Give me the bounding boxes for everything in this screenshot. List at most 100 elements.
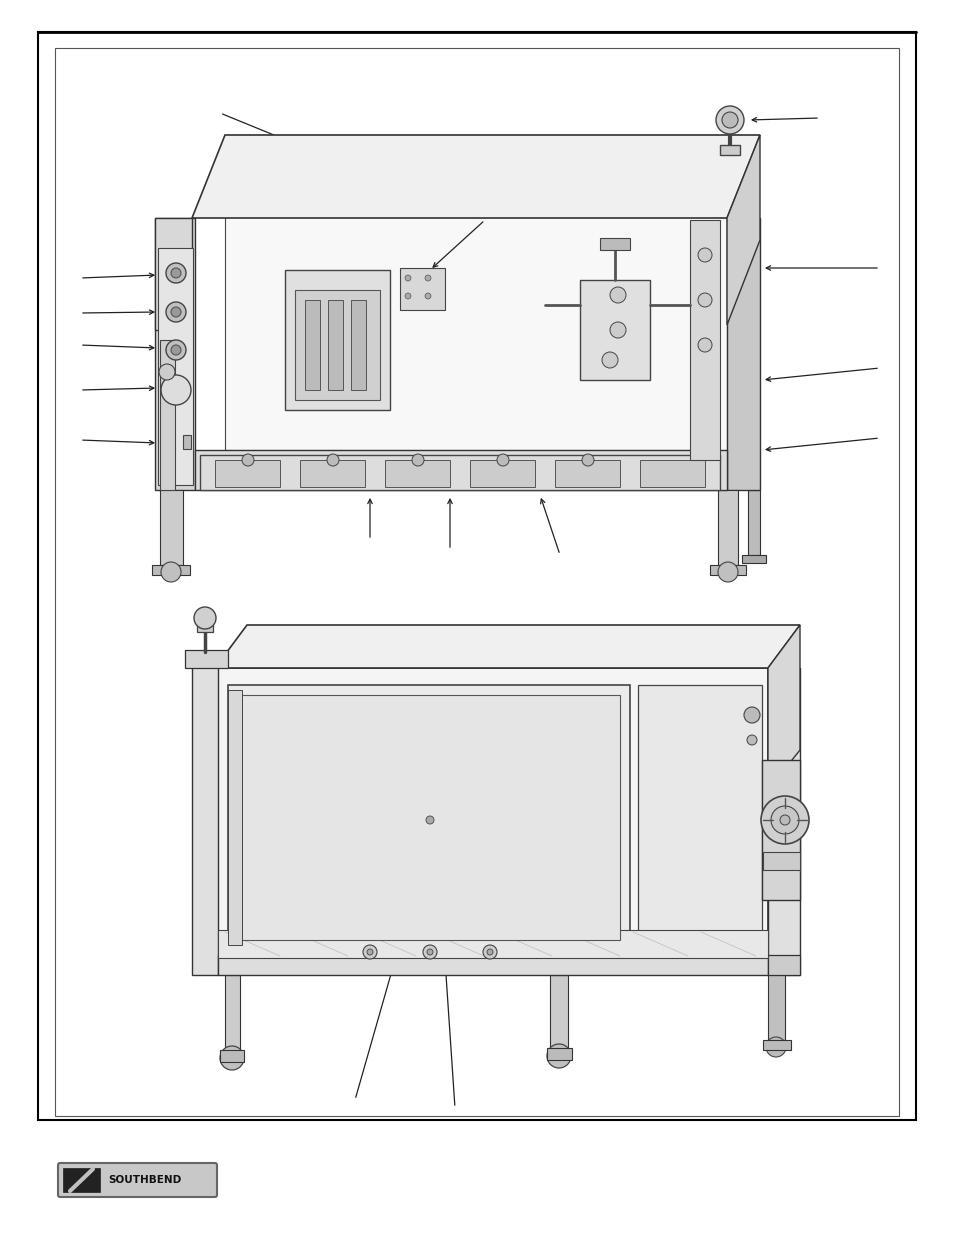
Circle shape	[721, 112, 738, 128]
Polygon shape	[470, 459, 535, 487]
Text: SOUTHBEND: SOUTHBEND	[108, 1174, 181, 1186]
Polygon shape	[767, 625, 800, 790]
Bar	[55, 48, 898, 1116]
Circle shape	[743, 706, 760, 722]
Circle shape	[166, 340, 186, 359]
Bar	[38, 32, 915, 1120]
Circle shape	[760, 797, 808, 844]
Polygon shape	[555, 459, 619, 487]
Circle shape	[698, 293, 711, 308]
Circle shape	[367, 948, 373, 955]
Circle shape	[405, 293, 411, 299]
Polygon shape	[718, 490, 738, 564]
Circle shape	[424, 293, 431, 299]
Polygon shape	[214, 459, 280, 487]
Polygon shape	[546, 1049, 572, 1060]
Circle shape	[426, 816, 434, 824]
Circle shape	[161, 562, 181, 582]
Circle shape	[609, 322, 625, 338]
FancyBboxPatch shape	[58, 1163, 216, 1197]
Circle shape	[171, 268, 181, 278]
Polygon shape	[220, 1050, 244, 1062]
Circle shape	[718, 562, 738, 582]
Polygon shape	[192, 135, 760, 219]
Circle shape	[427, 948, 433, 955]
Circle shape	[486, 948, 493, 955]
Circle shape	[166, 263, 186, 283]
Polygon shape	[214, 625, 800, 668]
Polygon shape	[225, 974, 240, 1050]
Polygon shape	[689, 220, 720, 459]
Polygon shape	[237, 695, 619, 940]
Circle shape	[698, 338, 711, 352]
Circle shape	[327, 454, 338, 466]
Polygon shape	[747, 490, 760, 555]
Polygon shape	[767, 974, 784, 1040]
Circle shape	[497, 454, 509, 466]
Circle shape	[422, 945, 436, 960]
Polygon shape	[599, 238, 629, 249]
Polygon shape	[720, 144, 740, 156]
Polygon shape	[741, 555, 765, 563]
Circle shape	[716, 106, 743, 135]
Polygon shape	[152, 564, 190, 576]
Circle shape	[765, 1037, 785, 1057]
Circle shape	[161, 375, 191, 405]
Polygon shape	[192, 659, 218, 974]
Circle shape	[171, 345, 181, 354]
Polygon shape	[762, 1040, 790, 1050]
Circle shape	[363, 945, 376, 960]
Polygon shape	[218, 955, 767, 974]
Circle shape	[601, 352, 618, 368]
Polygon shape	[63, 1168, 100, 1192]
Polygon shape	[196, 622, 213, 632]
Polygon shape	[160, 340, 174, 490]
Circle shape	[412, 454, 423, 466]
Circle shape	[193, 606, 215, 629]
Polygon shape	[154, 219, 194, 490]
Circle shape	[609, 287, 625, 303]
Polygon shape	[285, 270, 390, 410]
Polygon shape	[579, 280, 649, 380]
Circle shape	[770, 806, 799, 834]
Circle shape	[746, 735, 757, 745]
Circle shape	[242, 454, 253, 466]
Circle shape	[581, 454, 594, 466]
Polygon shape	[399, 268, 444, 310]
Circle shape	[780, 815, 789, 825]
Polygon shape	[185, 650, 228, 668]
Polygon shape	[709, 564, 745, 576]
Polygon shape	[351, 300, 366, 390]
Polygon shape	[228, 690, 242, 945]
Polygon shape	[228, 685, 629, 950]
Polygon shape	[638, 685, 761, 950]
Polygon shape	[218, 668, 767, 974]
Polygon shape	[767, 955, 800, 974]
Polygon shape	[160, 490, 183, 564]
Polygon shape	[218, 930, 767, 958]
Polygon shape	[200, 454, 720, 490]
Circle shape	[424, 275, 431, 282]
Circle shape	[166, 303, 186, 322]
Polygon shape	[225, 135, 726, 450]
Circle shape	[405, 275, 411, 282]
Polygon shape	[550, 974, 567, 1049]
Circle shape	[698, 248, 711, 262]
Polygon shape	[726, 219, 760, 490]
Polygon shape	[762, 852, 800, 869]
Polygon shape	[767, 668, 800, 974]
Circle shape	[220, 1046, 244, 1070]
Polygon shape	[761, 760, 800, 900]
Polygon shape	[726, 135, 760, 325]
Polygon shape	[194, 450, 726, 490]
Circle shape	[171, 308, 181, 317]
Circle shape	[482, 945, 497, 960]
Circle shape	[546, 1044, 571, 1068]
Polygon shape	[294, 290, 379, 400]
Bar	[183, 435, 191, 450]
Polygon shape	[639, 459, 704, 487]
Polygon shape	[385, 459, 450, 487]
Polygon shape	[154, 219, 192, 330]
Polygon shape	[305, 300, 319, 390]
Polygon shape	[299, 459, 365, 487]
